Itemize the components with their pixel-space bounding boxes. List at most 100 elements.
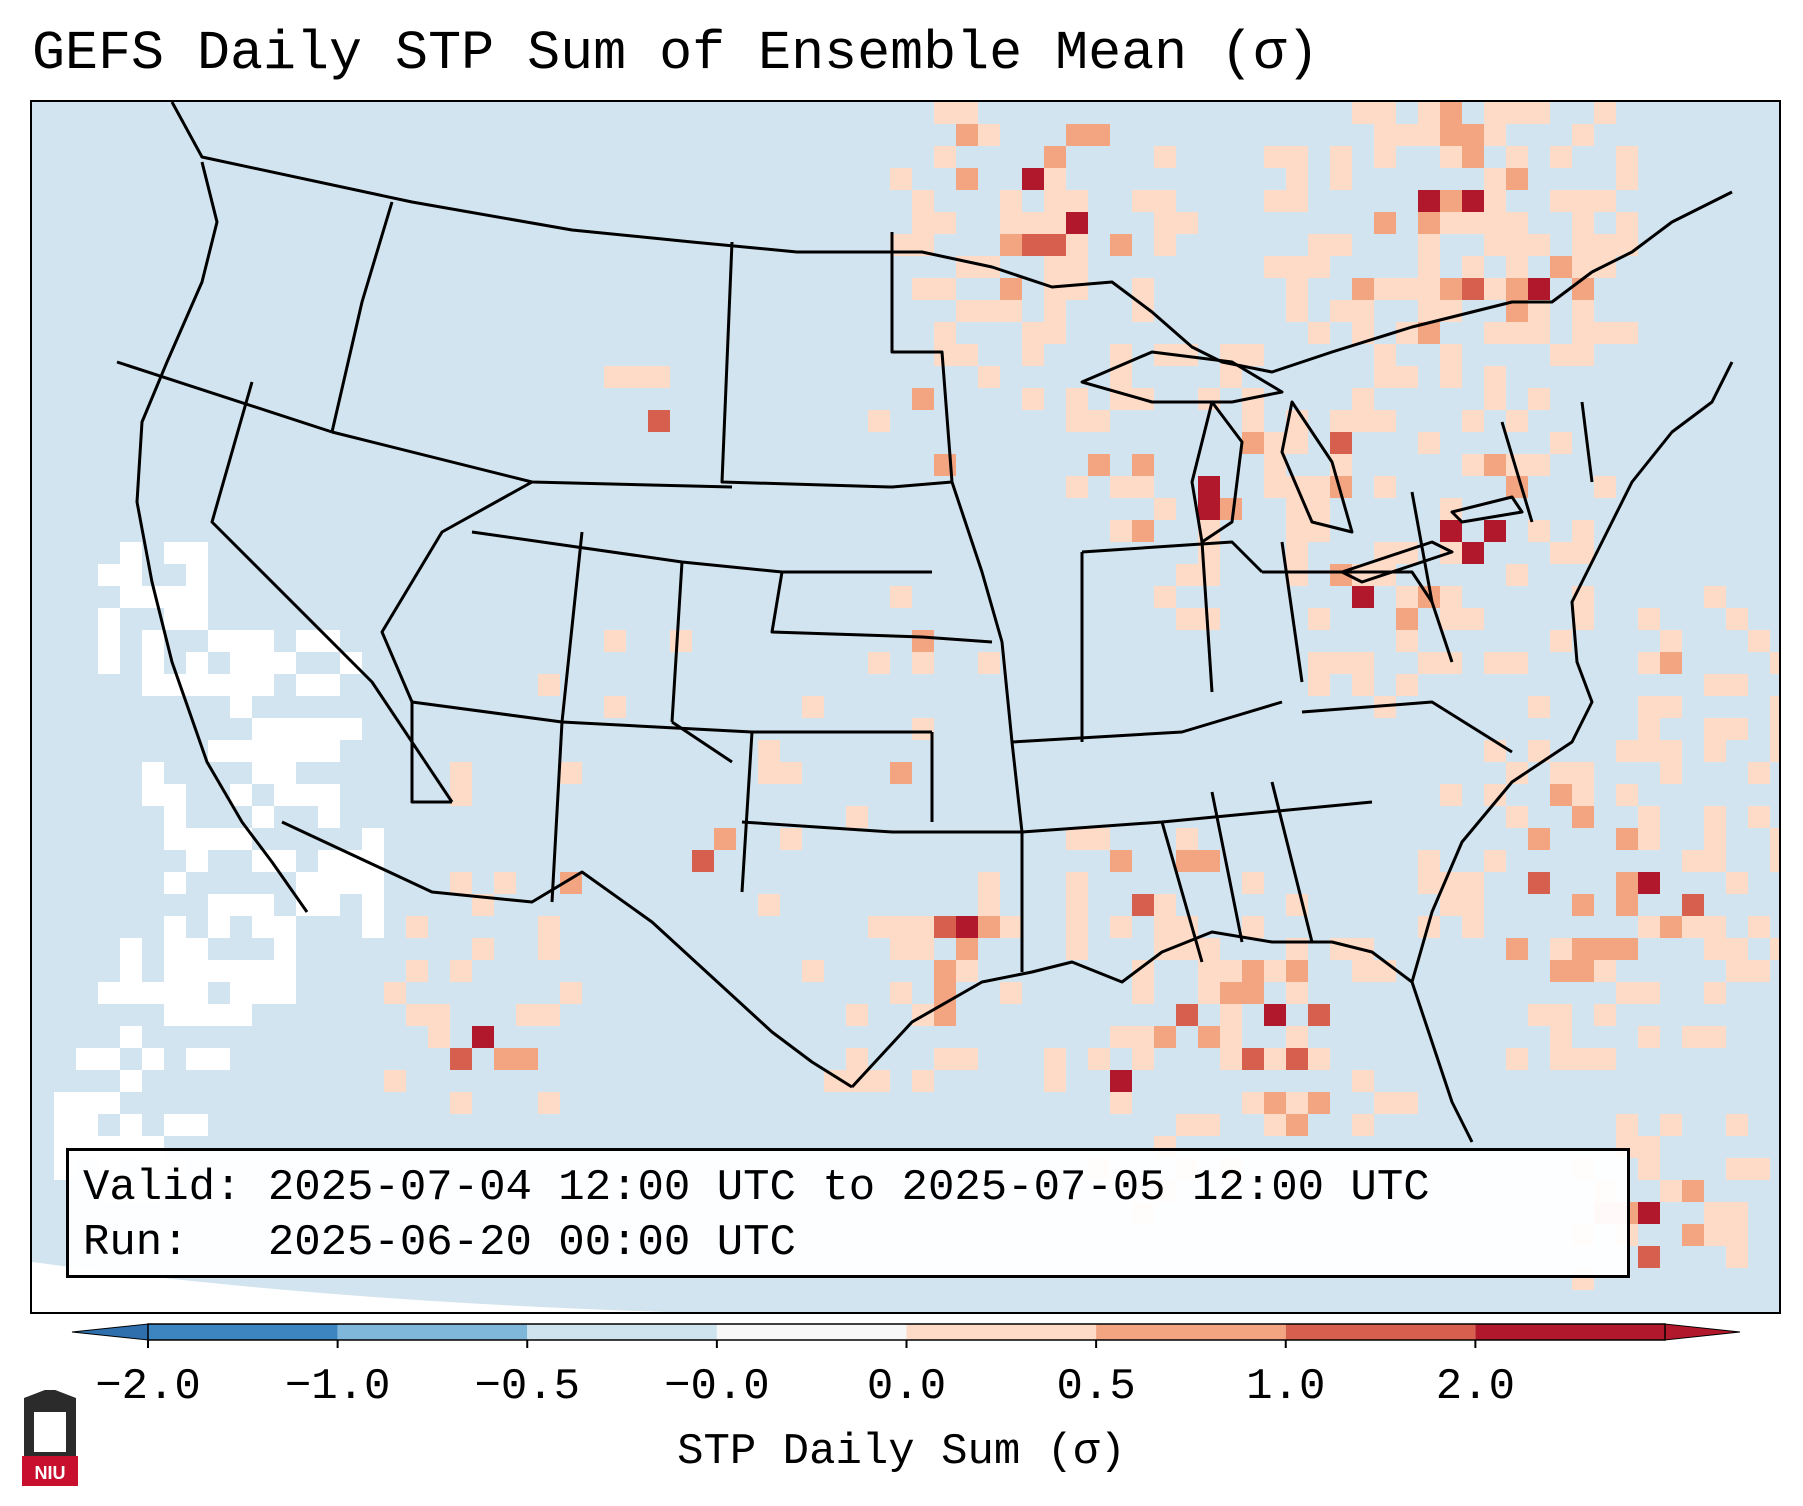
anomaly-cell (1198, 960, 1220, 982)
anomaly-cell (1638, 652, 1660, 674)
colorbar-tick-label: 2.0 (1435, 1362, 1515, 1412)
anomaly-cell (670, 630, 692, 652)
anomaly-cell (758, 740, 780, 762)
neutral-cell (186, 674, 208, 696)
anomaly-cell (1484, 740, 1506, 762)
lake-michigan (1190, 400, 1244, 544)
anomaly-cell (1462, 916, 1484, 938)
anomaly-cell (978, 300, 1000, 322)
anomaly-cell (1286, 520, 1308, 542)
anomaly-cell (1000, 278, 1022, 300)
anomaly-cell (1352, 1114, 1374, 1136)
anomaly-cell (1748, 762, 1770, 784)
anomaly-cell (1352, 652, 1374, 674)
neutral-cell (274, 784, 296, 806)
anomaly-cell (1484, 322, 1506, 344)
neutral-cell (164, 828, 186, 850)
anomaly-cell (1286, 168, 1308, 190)
neutral-cell (186, 542, 208, 564)
anomaly-cell (1704, 718, 1726, 740)
anomaly-cell (1484, 124, 1506, 146)
anomaly-cell (1330, 168, 1352, 190)
anomaly-cell (1286, 432, 1308, 454)
neutral-cell (362, 894, 384, 916)
anomaly-cell (1572, 234, 1594, 256)
anomaly-cell (428, 1026, 450, 1048)
neutral-cell (164, 1004, 186, 1026)
neutral-cell (296, 674, 318, 696)
anomaly-cell (1154, 916, 1176, 938)
anomaly-cell (1066, 278, 1088, 300)
anomaly-cell (1572, 344, 1594, 366)
anomaly-cell (1154, 1026, 1176, 1048)
neutral-cell (252, 674, 274, 696)
anomaly-cell (494, 1048, 516, 1070)
neutral-cell (340, 718, 362, 740)
anomaly-cell (1308, 476, 1330, 498)
anomaly-cell (1528, 872, 1550, 894)
anomaly-cell (560, 982, 582, 1004)
neutral-cell (98, 1048, 120, 1070)
anomaly-cell (1528, 278, 1550, 300)
anomaly-cell (1484, 168, 1506, 190)
anomaly-cell (1660, 916, 1682, 938)
map-panel[interactable] (30, 100, 1781, 1314)
neutral-cell (318, 872, 340, 894)
neutral-cell (252, 652, 274, 674)
anomaly-cell (1638, 740, 1660, 762)
anomaly-cell (1286, 190, 1308, 212)
anomaly-cell (1572, 938, 1594, 960)
anomaly-cell (1044, 234, 1066, 256)
neutral-cell (252, 960, 274, 982)
anomaly-cell (1044, 300, 1066, 322)
anomaly-cell (868, 916, 890, 938)
neutral-cell (274, 740, 296, 762)
anomaly-cell (1242, 344, 1264, 366)
anomaly-cell (1462, 608, 1484, 630)
anomaly-cell (956, 168, 978, 190)
neutral-cell (98, 1092, 120, 1114)
anomaly-cell (1572, 212, 1594, 234)
anomaly-cell (1506, 938, 1528, 960)
anomaly-cell (1132, 190, 1154, 212)
run-label: Run: (83, 1218, 189, 1268)
neutral-cell (274, 938, 296, 960)
anomaly-cell (1066, 476, 1088, 498)
anomaly-cell (1066, 124, 1088, 146)
colorbar-segment (1475, 1324, 1665, 1340)
anomaly-cell (1308, 652, 1330, 674)
anomaly-cell (1704, 1026, 1726, 1048)
anomaly-cell (758, 894, 780, 916)
anomaly-cell (1572, 542, 1594, 564)
anomaly-cell (450, 784, 472, 806)
anomaly-cell (846, 1048, 868, 1070)
neutral-cell (296, 718, 318, 740)
anomaly-cell (1594, 1004, 1616, 1026)
anomaly-cell (1374, 344, 1396, 366)
anomaly-cell (1506, 256, 1528, 278)
anomaly-cell (1726, 608, 1748, 630)
anomaly-cell (1726, 1114, 1748, 1136)
anomaly-cell (1176, 608, 1198, 630)
neutral-cell (164, 960, 186, 982)
anomaly-cell (1198, 564, 1220, 586)
anomaly-cell (626, 366, 648, 388)
lake-superior (1080, 350, 1284, 404)
anomaly-cell (1308, 322, 1330, 344)
mexico-border (281, 820, 853, 1089)
anomaly-cell (1396, 278, 1418, 300)
anomaly-cell (1572, 960, 1594, 982)
anomaly-cell (978, 652, 1000, 674)
anomaly-cell (1000, 190, 1022, 212)
colorbar-segment (527, 1324, 717, 1340)
anomaly-cell (1506, 1048, 1528, 1070)
anomaly-cell (1528, 102, 1550, 124)
anomaly-cell (1308, 1048, 1330, 1070)
neutral-cell (252, 740, 274, 762)
colorbar-segment (148, 1324, 338, 1340)
anomaly-cell (956, 300, 978, 322)
anomaly-cell (1352, 300, 1374, 322)
anomaly-cell (1418, 652, 1440, 674)
anomaly-cell (1308, 674, 1330, 696)
anomaly-cell (1110, 1070, 1132, 1092)
